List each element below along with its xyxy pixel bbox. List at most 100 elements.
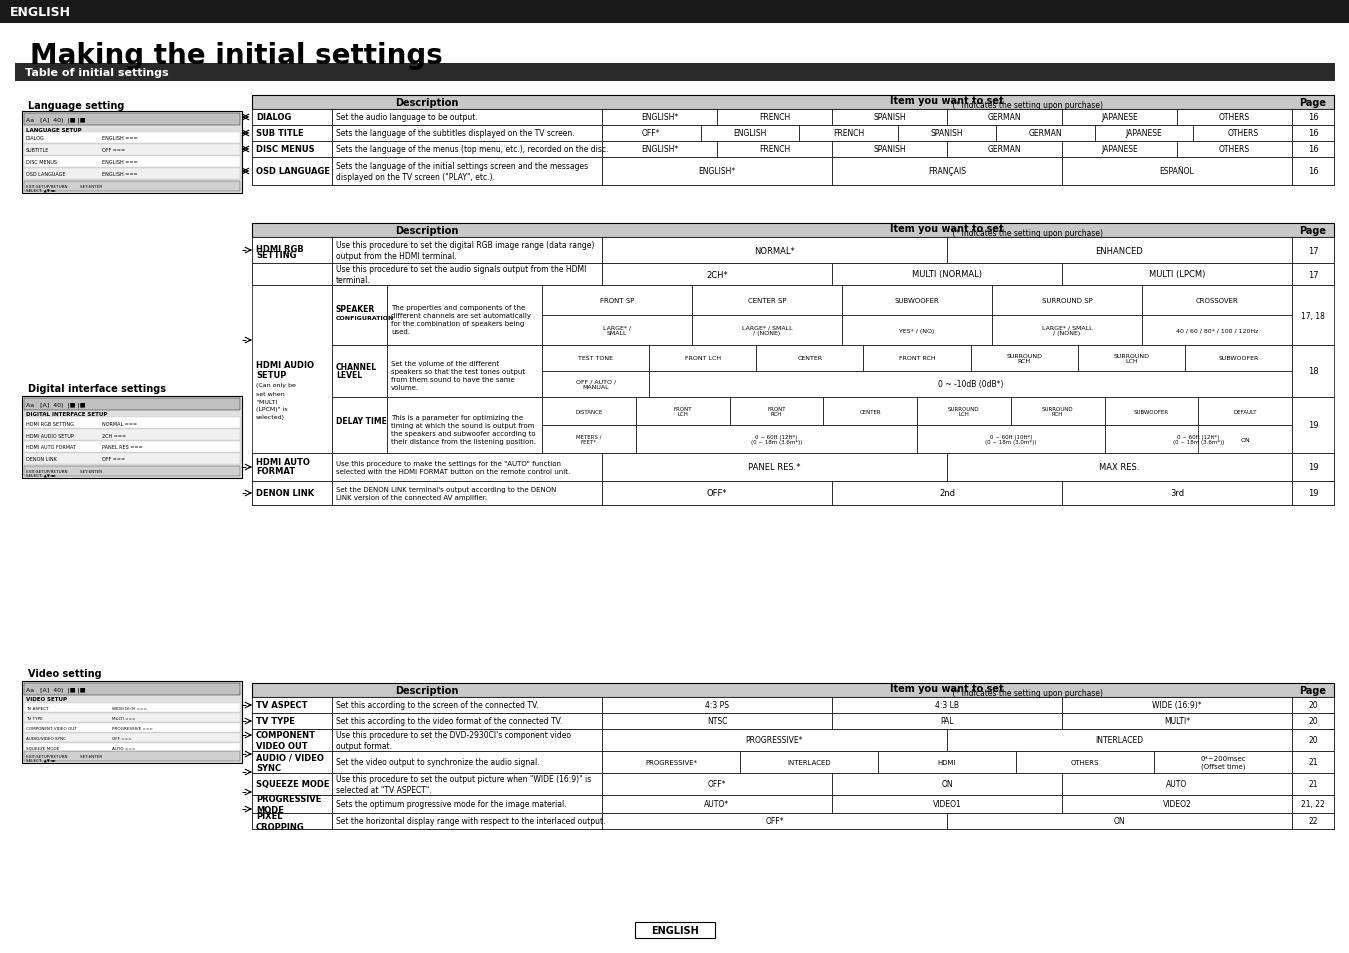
Bar bbox=[718, 110, 832, 126]
Bar bbox=[1143, 315, 1292, 346]
Text: 21: 21 bbox=[1309, 780, 1318, 789]
Text: DIALOG: DIALOG bbox=[256, 113, 291, 122]
Text: Set the volume of the different: Set the volume of the different bbox=[391, 360, 499, 367]
Bar bbox=[1292, 751, 1334, 773]
Text: AUDIO/VIDEO SYNC: AUDIO/VIDEO SYNC bbox=[26, 737, 66, 740]
Bar bbox=[1062, 264, 1292, 286]
Bar bbox=[1292, 773, 1334, 795]
Text: Use this procedure to set the digital RGB image range (data range)
output from t: Use this procedure to set the digital RG… bbox=[336, 241, 595, 260]
Text: 4:3 PS: 4:3 PS bbox=[706, 700, 728, 710]
Bar bbox=[252, 481, 1334, 505]
Text: set when: set when bbox=[256, 391, 285, 396]
Text: OSD LANGUAGE: OSD LANGUAGE bbox=[256, 168, 331, 176]
Bar bbox=[832, 142, 947, 158]
Text: OFF*: OFF* bbox=[708, 780, 726, 789]
Text: DENON LINK: DENON LINK bbox=[256, 489, 314, 498]
Bar bbox=[992, 315, 1143, 346]
Text: PANEL RES.*: PANEL RES.* bbox=[749, 463, 801, 472]
Text: SURROUND
RCH: SURROUND RCH bbox=[1041, 406, 1074, 417]
Bar bbox=[692, 315, 842, 346]
Text: NORMAL*: NORMAL* bbox=[754, 246, 795, 255]
Text: GERMAN: GERMAN bbox=[987, 113, 1021, 122]
Text: SPANISH: SPANISH bbox=[873, 146, 905, 154]
Text: CONFIGURATION: CONFIGURATION bbox=[336, 315, 394, 320]
Text: FRONT SP: FRONT SP bbox=[600, 297, 634, 304]
Text: DELAY TIME: DELAY TIME bbox=[336, 417, 387, 426]
Text: OTHERS: OTHERS bbox=[1071, 760, 1099, 765]
Text: FRENCH: FRENCH bbox=[759, 146, 791, 154]
Text: 17: 17 bbox=[1307, 271, 1318, 279]
Bar bbox=[332, 454, 602, 481]
Text: 21, 22: 21, 22 bbox=[1302, 800, 1325, 809]
Text: WIDE(16:9) ===: WIDE(16:9) === bbox=[112, 706, 147, 710]
Text: Page: Page bbox=[1299, 98, 1326, 108]
Text: HDMI RGB: HDMI RGB bbox=[256, 244, 304, 253]
Bar bbox=[252, 751, 332, 773]
Text: Description: Description bbox=[395, 98, 459, 108]
Text: (LPCM)" is: (LPCM)" is bbox=[256, 407, 287, 412]
Text: LARGE* / SMALL
/ (NONE): LARGE* / SMALL / (NONE) bbox=[1041, 325, 1093, 336]
Bar bbox=[1010, 397, 1105, 426]
Bar bbox=[1292, 346, 1334, 397]
Text: CENTER: CENTER bbox=[797, 356, 823, 361]
Text: PIXEL
CROPPING: PIXEL CROPPING bbox=[256, 811, 305, 831]
Bar bbox=[602, 698, 832, 713]
Bar bbox=[252, 286, 332, 505]
Text: Aa   [A]  40)  |■ |■: Aa [A] 40) |■ |■ bbox=[26, 686, 85, 692]
Text: ESPAÑOL: ESPAÑOL bbox=[1160, 168, 1194, 176]
Bar bbox=[332, 286, 387, 346]
Text: PAL: PAL bbox=[940, 717, 954, 726]
Text: SELECT: ▲▼◄►: SELECT: ▲▼◄► bbox=[26, 474, 57, 477]
Bar bbox=[252, 237, 332, 264]
Bar bbox=[24, 430, 240, 440]
Text: 20: 20 bbox=[1309, 736, 1318, 744]
Bar bbox=[1292, 264, 1334, 286]
Text: MULTI (LPCM): MULTI (LPCM) bbox=[1149, 271, 1205, 279]
Text: SUBTITLE: SUBTITLE bbox=[26, 149, 50, 153]
Text: HDMI RGB SETTING: HDMI RGB SETTING bbox=[26, 421, 74, 426]
Text: the speakers and subwoofer according to: the speakers and subwoofer according to bbox=[391, 431, 536, 436]
Text: 0 ~ 60ft (12ft*)
(0 ~ 18m (3.6m*)): 0 ~ 60ft (12ft*) (0 ~ 18m (3.6m*)) bbox=[1172, 435, 1224, 445]
Text: NORMAL ===: NORMAL === bbox=[103, 421, 138, 426]
Bar bbox=[947, 454, 1292, 481]
Bar bbox=[1062, 698, 1292, 713]
Bar bbox=[22, 681, 241, 763]
Text: Sets the language of the menus (top menu, etc.), recorded on the disc.: Sets the language of the menus (top menu… bbox=[336, 146, 608, 154]
Bar bbox=[252, 237, 1334, 264]
Bar bbox=[542, 286, 692, 315]
Text: Sets the optimum progressive mode for the image material.: Sets the optimum progressive mode for th… bbox=[336, 800, 567, 809]
Bar bbox=[602, 454, 947, 481]
Bar bbox=[602, 158, 832, 186]
Text: selected with the HDMI FORMAT button on the remote control unit.: selected with the HDMI FORMAT button on … bbox=[336, 469, 571, 475]
Bar bbox=[1292, 813, 1334, 829]
Bar bbox=[917, 426, 1105, 454]
Text: FRONT RCH: FRONT RCH bbox=[898, 356, 935, 361]
Bar bbox=[947, 813, 1292, 829]
Text: ON: ON bbox=[942, 780, 952, 789]
Text: ENGLISH*: ENGLISH* bbox=[641, 113, 679, 122]
Text: METERS /
FEET*: METERS / FEET* bbox=[576, 435, 602, 445]
Bar bbox=[332, 713, 602, 729]
Text: "MULTI: "MULTI bbox=[256, 399, 278, 404]
Bar bbox=[634, 923, 715, 938]
Bar bbox=[252, 729, 1334, 751]
Bar bbox=[332, 698, 602, 713]
Text: Digital interface settings: Digital interface settings bbox=[28, 384, 166, 394]
Text: Set this according to the screen of the connected TV.: Set this according to the screen of the … bbox=[336, 700, 538, 710]
Bar bbox=[1292, 795, 1334, 813]
Text: Sets the language of the initial settings screen and the messages
displayed on t: Sets the language of the initial setting… bbox=[336, 162, 588, 181]
Text: Use this procedure to set the DVD-2930CI's component video
output format.: Use this procedure to set the DVD-2930CI… bbox=[336, 731, 571, 750]
Bar bbox=[1198, 397, 1292, 426]
Bar bbox=[24, 467, 240, 476]
Text: selected): selected) bbox=[256, 416, 285, 420]
Text: SUBWOOFER: SUBWOOFER bbox=[1218, 356, 1259, 361]
Bar bbox=[917, 397, 1010, 426]
Text: CENTER SP: CENTER SP bbox=[747, 297, 786, 304]
Bar bbox=[832, 698, 1062, 713]
Bar bbox=[24, 417, 240, 429]
Text: Use this procedure to set the output picture when "WIDE (16:9)" is
selected at ": Use this procedure to set the output pic… bbox=[336, 775, 591, 794]
Text: OSD LANGUAGE: OSD LANGUAGE bbox=[26, 172, 66, 177]
Text: TV TYPE: TV TYPE bbox=[256, 717, 295, 726]
Bar bbox=[332, 813, 602, 829]
Text: PANEL RES ===: PANEL RES === bbox=[103, 445, 143, 450]
